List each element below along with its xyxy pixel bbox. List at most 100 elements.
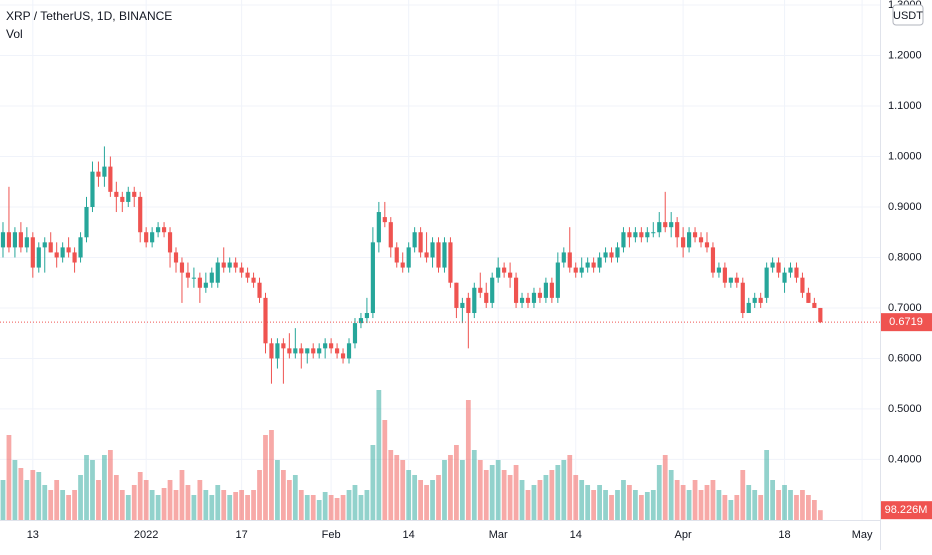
x-tick-label: 2022 xyxy=(134,529,158,541)
candle-body xyxy=(555,262,560,298)
volume-bar xyxy=(6,435,12,520)
candle-body xyxy=(42,242,47,248)
volume-bar xyxy=(656,465,662,520)
volume-bar xyxy=(340,495,346,520)
candle-body xyxy=(329,343,334,349)
candle-body xyxy=(418,232,423,253)
candle-body xyxy=(54,252,59,258)
candle-body xyxy=(579,267,584,273)
candle-body xyxy=(281,343,286,349)
volume-bar xyxy=(561,460,567,520)
volume-bar xyxy=(119,490,125,520)
candle-body xyxy=(24,237,29,248)
volume-bar xyxy=(227,495,233,520)
currency-label[interactable]: USDT xyxy=(893,10,923,22)
candle-body xyxy=(78,237,83,258)
volume-bar xyxy=(454,445,459,520)
volume-bar xyxy=(674,480,680,520)
volume-bar xyxy=(531,485,537,520)
volume-bar xyxy=(263,435,268,520)
candle-body xyxy=(334,348,340,354)
volume-bar xyxy=(662,455,668,520)
candle-body xyxy=(758,297,763,303)
volume-bar xyxy=(597,485,602,520)
volume-bar xyxy=(364,490,370,520)
candle-body xyxy=(376,212,381,243)
candle-body xyxy=(84,206,89,238)
candle-body xyxy=(412,232,417,248)
volume-bar xyxy=(436,475,441,520)
volume-bar xyxy=(155,495,161,520)
candle-body xyxy=(221,262,226,268)
volume-bar xyxy=(722,495,728,520)
volume-bar xyxy=(806,495,811,520)
candle-body xyxy=(60,247,65,258)
volume-bar xyxy=(185,485,191,520)
volume-bar xyxy=(800,490,805,520)
volume-bar xyxy=(758,495,764,520)
volume-bar xyxy=(579,480,585,520)
volume-title: Vol xyxy=(6,27,23,41)
volume-bar xyxy=(113,475,119,520)
volume-bar xyxy=(400,460,406,520)
candle-body xyxy=(490,277,495,303)
candle-body xyxy=(346,343,352,359)
candle-body xyxy=(323,343,328,349)
candle-body xyxy=(370,242,375,314)
volume-bar xyxy=(448,455,453,520)
candle-body xyxy=(466,297,471,314)
candle-body xyxy=(400,262,405,268)
candle-body xyxy=(340,353,346,359)
candle-body xyxy=(394,247,399,263)
volume-bar xyxy=(245,495,250,520)
volume-bar xyxy=(680,485,686,520)
volume-bar xyxy=(102,455,107,520)
volume-bar xyxy=(495,460,501,520)
volume-bar xyxy=(716,490,722,520)
candle-body xyxy=(812,302,817,308)
volume-bar xyxy=(370,445,376,520)
candle-body xyxy=(90,171,95,207)
volume-bar xyxy=(269,430,274,520)
volume-bar xyxy=(281,470,286,520)
volume-bar xyxy=(0,480,6,520)
candle-body xyxy=(227,262,232,268)
candle-body xyxy=(776,262,781,273)
volume-bar xyxy=(388,450,394,520)
volume-bar xyxy=(519,480,525,520)
volume-bar xyxy=(358,495,364,520)
y-tick-label: 0.6000 xyxy=(888,352,922,364)
volume-bar xyxy=(149,490,155,520)
candle-body xyxy=(382,217,387,223)
currency-button[interactable] xyxy=(892,4,924,26)
volume-bar xyxy=(376,390,382,520)
volume-bar xyxy=(406,470,412,520)
candle-body xyxy=(591,262,596,268)
volume-bar xyxy=(585,485,591,520)
candle-body xyxy=(651,232,656,234)
candle-body xyxy=(537,292,543,298)
volume-bar xyxy=(167,480,173,520)
candle-body xyxy=(770,262,775,268)
volume-bar xyxy=(286,480,292,520)
candle-body xyxy=(621,232,626,248)
volume-bar xyxy=(304,495,310,520)
candle-body xyxy=(156,227,161,233)
volume-bar xyxy=(549,470,555,520)
candle-body xyxy=(663,222,668,228)
candle-body xyxy=(597,257,602,268)
volume-bar xyxy=(107,450,113,520)
candle-body xyxy=(239,267,244,273)
candle-body xyxy=(72,252,77,263)
volume-bar xyxy=(233,492,239,520)
candle-body xyxy=(519,297,525,303)
candle-body xyxy=(144,232,149,243)
y-tick-label: 0.4000 xyxy=(888,453,922,465)
candle-body xyxy=(48,242,53,253)
candle-body xyxy=(191,277,196,279)
volume-bar xyxy=(609,495,614,520)
candle-body xyxy=(472,287,477,314)
candle-body xyxy=(448,242,453,283)
candle-body xyxy=(30,237,35,268)
candle-body xyxy=(66,247,71,253)
